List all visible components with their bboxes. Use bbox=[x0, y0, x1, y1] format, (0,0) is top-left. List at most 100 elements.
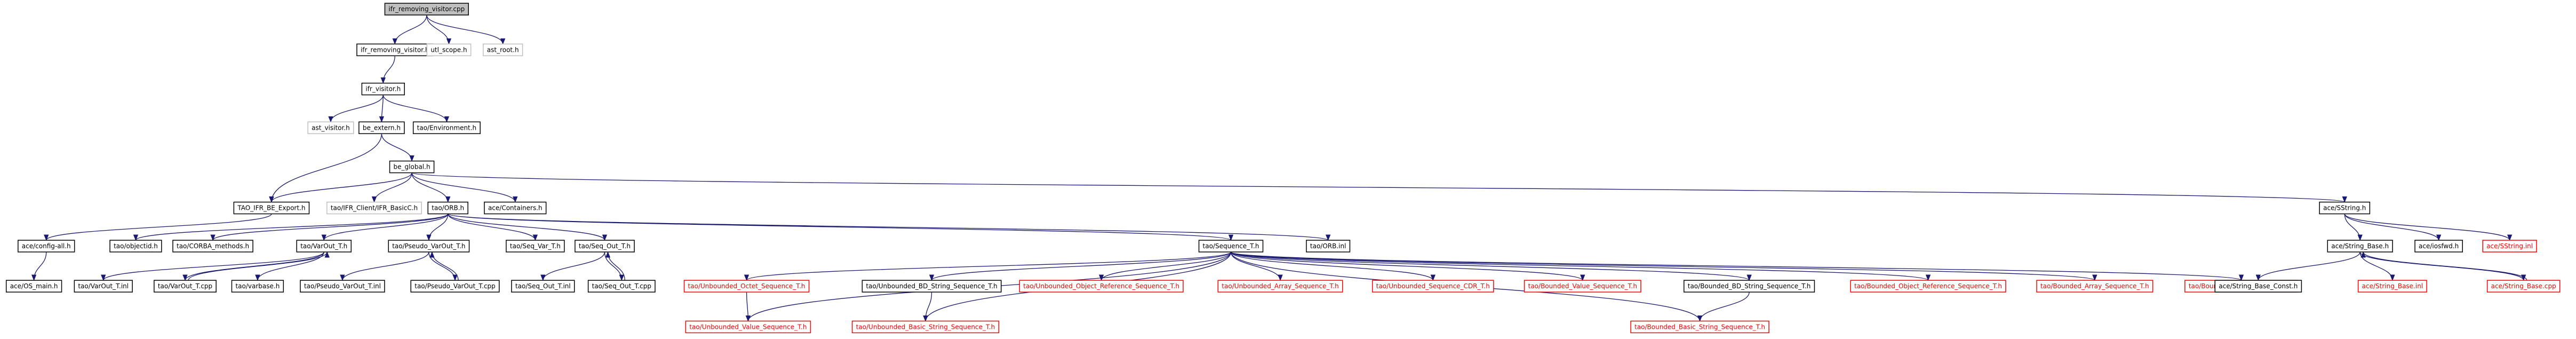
node-box bbox=[361, 82, 405, 96]
node-label: tao/CORBA_methods.h bbox=[177, 242, 249, 250]
node-box bbox=[74, 280, 133, 293]
graph-node-n-tao-varout-t-cpp[interactable]: tao/VarOut_T.cpp bbox=[154, 280, 217, 293]
graph-node-n-tao-ifr-be-export-h[interactable]: TAO_IFR_BE_Export.h bbox=[233, 201, 310, 215]
node-label: tao/Bounded_Basic_String_Sequence_T.h bbox=[1634, 323, 1765, 330]
graph-node-root[interactable]: ifr_removing_visitor.cpp bbox=[384, 3, 469, 15]
node-label: ast_visitor.h bbox=[312, 124, 350, 131]
graph-node-n-tao-pseudo-varout-t-inl[interactable]: tao/Pseudo_VarOut_T.inl bbox=[300, 280, 385, 293]
graph-node-n-utl-scope-h: utl_scope.h bbox=[426, 43, 472, 57]
edge-n-ifr-visitor-h-to-n-be-extern-h bbox=[379, 94, 385, 123]
graph-node-n-tao-sequence-t-h[interactable]: tao/Sequence_T.h bbox=[1198, 240, 1264, 253]
graph-node-n-tao-orb-h[interactable]: tao/ORB.h bbox=[427, 201, 468, 215]
graph-node-n-tao-seq-out-t-inl[interactable]: tao/Seq_Out_T.inl bbox=[511, 280, 575, 293]
node-box bbox=[384, 3, 469, 15]
graph-node-n-tao-environment-h[interactable]: tao/Environment.h bbox=[412, 121, 481, 135]
node-box bbox=[389, 160, 435, 174]
node-box bbox=[1684, 280, 1815, 293]
nodes-layer: ifr_removing_visitor.cpp ifr_removing_vis… bbox=[5, 3, 2561, 334]
graph-node-n-ace-os-main-h[interactable]: ace/OS_main.h bbox=[5, 280, 62, 293]
node-label: tao/Unbounded_Object_Reference_Sequence_… bbox=[1023, 282, 1179, 290]
edge-n-tao-seq-out-t-h-to-n-tao-seq-out-t-cpp bbox=[604, 251, 624, 281]
node-label: tao/Bounded_Value_Sequence_T.h bbox=[1528, 282, 1637, 290]
graph-node-n-tao-unb-bd-string-seq-h[interactable]: tao/Unbounded_BD_String_Sequence_T.h bbox=[862, 280, 1002, 293]
node-label: ace/SString.h bbox=[2323, 204, 2366, 212]
node-label: ace/String_Base.inl bbox=[2362, 282, 2423, 290]
graph-node-n-tao-varout-t-inl[interactable]: tao/VarOut_T.inl bbox=[74, 280, 133, 293]
graph-node-n-be-global-h[interactable]: be_global.h bbox=[389, 160, 435, 174]
graph-node-n-tao-unb-seq-cdr-h[interactable]: tao/Unbounded_Sequence_CDR_T.h bbox=[1372, 280, 1494, 293]
graph-node-n-ifr-visitor-h[interactable]: ifr_visitor.h bbox=[361, 82, 405, 96]
edge-n-be-global-h-to-n-tao-ifr-be-export-h bbox=[269, 172, 412, 203]
graph-node-n-tao-varbase-h[interactable]: tao/varbase.h bbox=[231, 280, 284, 293]
node-box bbox=[1850, 280, 2006, 293]
graph-node-n-be-extern-h[interactable]: be_extern.h bbox=[358, 121, 405, 135]
edge-n-tao-varout-t-h-to-n-tao-varbase-h bbox=[255, 251, 324, 281]
edge-n-ifr-removing-visitor-h-to-n-ifr-visitor-h bbox=[380, 56, 395, 84]
graph-node-n-tao-corba-methods-h[interactable]: tao/CORBA_methods.h bbox=[172, 240, 253, 253]
graph-node-n-tao-unb-octet-seq-h[interactable]: tao/Unbounded_Octet_Sequence_T.h bbox=[683, 280, 810, 293]
graph-node-n-ace-string-base-inl[interactable]: ace/String_Base.inl bbox=[2357, 280, 2427, 293]
graph-node-n-tao-unb-objref-seq-h[interactable]: tao/Unbounded_Object_Reference_Sequence_… bbox=[1019, 280, 1184, 293]
node-label: tao/IFR_Client/IFR_BasicC.h bbox=[331, 204, 418, 212]
node-label: tao/Unbounded_Sequence_CDR_T.h bbox=[1376, 282, 1490, 290]
graph-node-n-tao-seq-out-t-h[interactable]: tao/Seq_Out_T.h bbox=[575, 240, 635, 253]
edge-n-ifr-visitor-h-to-n-ast-visitor-h bbox=[328, 94, 384, 123]
edge-n-ace-sstring-h-to-n-ace-sstring-inl bbox=[2344, 214, 2513, 241]
node-label: tao/ORB.inl bbox=[1310, 242, 1346, 250]
node-box bbox=[326, 201, 422, 215]
edge-n-tao-orb-h-to-n-tao-corba-methods-h bbox=[210, 213, 449, 241]
graph-node-n-tao-seq-out-t-cpp[interactable]: tao/Seq_Out_T.cpp bbox=[587, 280, 656, 293]
node-box bbox=[18, 240, 75, 253]
graph-node-n-tao-bd-value-seq-h[interactable]: tao/Bounded_Value_Sequence_T.h bbox=[1524, 280, 1641, 293]
node-label: tao/Seq_Out_T.h bbox=[579, 242, 631, 250]
node-label: tao/Seq_Var_T.h bbox=[510, 242, 561, 250]
node-box bbox=[109, 240, 162, 253]
graph-node-n-tao-seq-var-t-h[interactable]: tao/Seq_Var_T.h bbox=[506, 240, 565, 253]
node-box bbox=[683, 280, 810, 293]
graph-node-n-tao-bd-array-seq-h[interactable]: tao/Bounded_Array_Sequence_T.h bbox=[2036, 280, 2154, 293]
graph-node-n-ace-string-base-cpp[interactable]: ace/String_Base.cpp bbox=[2486, 280, 2561, 293]
node-box bbox=[1306, 240, 1351, 253]
graph-node-n-tao-orb-inl[interactable]: tao/ORB.inl bbox=[1306, 240, 1351, 253]
graph-node-n-tao-unb-basic-string-seq-h[interactable]: tao/Unbounded_Basic_String_Sequence_T.h bbox=[851, 320, 1000, 334]
node-label: tao/Bounded_Object_Reference_Sequence_T.… bbox=[1854, 282, 2002, 290]
node-box bbox=[388, 240, 470, 253]
graph-node-n-ace-sstring-inl[interactable]: ace/SString.inl bbox=[2482, 240, 2537, 253]
node-label: tao/objectid.h bbox=[114, 242, 158, 250]
graph-node-n-tao-pseudo-varout-t-cpp[interactable]: tao/Pseudo_VarOut_T.cpp bbox=[410, 280, 500, 293]
node-label: tao/Bounded_Array_Sequence_T.h bbox=[2040, 282, 2149, 290]
graph-node-n-tao-bd-bd-string-seq-h[interactable]: tao/Bounded_BD_String_Sequence_T.h bbox=[1684, 280, 1815, 293]
node-label: tao/varbase.h bbox=[235, 282, 280, 290]
node-box bbox=[575, 240, 635, 253]
graph-node-n-tao-unb-value-seq-h[interactable]: tao/Unbounded_Value_Sequence_T.h bbox=[685, 320, 811, 334]
node-label: tao/Unbounded_BD_String_Sequence_T.h bbox=[866, 282, 997, 290]
graph-node-n-tao-bd-objref-seq-h[interactable]: tao/Bounded_Object_Reference_Sequence_T.… bbox=[1850, 280, 2006, 293]
graph-node-n-ace-containers-h[interactable]: ace/Containers.h bbox=[484, 201, 547, 215]
edge-n-tao-orb-h-to-n-tao-sequence-t-h bbox=[448, 213, 1233, 241]
graph-node-n-tao-varout-t-h[interactable]: tao/VarOut_T.h bbox=[296, 240, 352, 253]
graph-node-n-tao-pseudo-varout-t-h[interactable]: tao/Pseudo_VarOut_T.h bbox=[388, 240, 470, 253]
edge-n-tao-sequence-t-h-to-n-tao-bd-seq-cdr-h bbox=[1230, 251, 2244, 281]
node-box bbox=[1198, 240, 1264, 253]
graph-node-n-ace-sstring-h[interactable]: ace/SString.h bbox=[2319, 201, 2371, 215]
graph-node-n-ifr-removing-visitor-h[interactable]: ifr_removing_visitor.h bbox=[356, 43, 434, 57]
node-box bbox=[506, 240, 565, 253]
graph-node-n-tao-bd-basic-string-seq-h[interactable]: tao/Bounded_Basic_String_Sequence_T.h bbox=[1630, 320, 1769, 334]
edge-root-to-n-ifr-removing-visitor-h bbox=[392, 15, 427, 45]
edge-n-tao-sequence-t-h-to-n-tao-unb-seq-cdr-h bbox=[1230, 251, 1435, 281]
node-box bbox=[587, 280, 656, 293]
graph-node-n-ace-config-all-h[interactable]: ace/config-all.h bbox=[18, 240, 75, 253]
graph-node-n-ace-iosfwd-h[interactable]: ace/iosfwd.h bbox=[2414, 240, 2463, 253]
node-label: tao/VarOut_T.cpp bbox=[158, 282, 212, 290]
node-label: tao/VarOut_T.inl bbox=[78, 282, 129, 290]
graph-node-n-ace-string-base-const-h[interactable]: ace/String_Base_Const.h bbox=[2214, 280, 2302, 293]
edge-n-tao-varout-t-h-to-n-tao-varout-t-inl bbox=[101, 251, 324, 281]
graph-node-n-tao-unb-array-seq-h[interactable]: tao/Unbounded_Array_Sequence_T.h bbox=[1217, 280, 1343, 293]
node-box bbox=[300, 280, 385, 293]
graph-node-n-tao-objectid-h[interactable]: tao/objectid.h bbox=[109, 240, 162, 253]
edge-n-tao-seq-out-t-cpp-to-n-tao-seq-out-t-h bbox=[605, 251, 625, 281]
node-label: ace/SString.inl bbox=[2486, 242, 2533, 250]
graph-node-n-ace-string-base-h[interactable]: ace/String_Base.h bbox=[2327, 240, 2393, 253]
node-label: ace/config-all.h bbox=[22, 242, 71, 250]
